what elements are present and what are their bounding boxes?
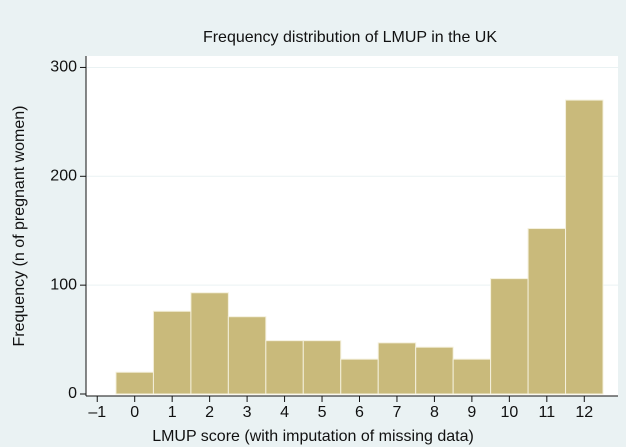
x-tick-label: 7	[393, 404, 402, 421]
y-tick-label: 200	[50, 168, 77, 185]
x-tick-label: 8	[430, 404, 439, 421]
x-tick-label: 11	[539, 404, 556, 421]
x-tick-label: 10	[500, 404, 518, 421]
bar	[340, 358, 379, 395]
x-tick-label: 4	[280, 404, 289, 421]
y-tick-label: 0	[68, 385, 77, 402]
bar	[527, 228, 567, 395]
bar	[415, 346, 454, 395]
bar	[565, 99, 604, 395]
bar	[490, 278, 529, 395]
x-tick-label: 5	[318, 404, 327, 421]
x-tick-label: 3	[243, 404, 252, 421]
x-axis-label: LMUP score (with imputation of missing d…	[152, 428, 474, 445]
y-tick-label: 300	[50, 59, 77, 76]
bar	[452, 358, 492, 395]
x-tick-label: 12	[575, 404, 593, 421]
x-tick-label: 0	[130, 404, 139, 421]
y-tick-label: 100	[50, 276, 77, 293]
x-tick-label: 2	[205, 404, 214, 421]
bar	[152, 310, 192, 395]
x-tick-label: –1	[88, 404, 106, 421]
x-tick-label: 9	[467, 404, 476, 421]
bar	[302, 340, 342, 395]
bar	[265, 340, 304, 395]
x-tick-label: 6	[355, 404, 364, 421]
bar	[377, 342, 417, 395]
y-axis-label: Frequency (n of pregnant women)	[11, 105, 28, 346]
x-tick-label: 1	[168, 404, 177, 421]
bar	[115, 371, 154, 395]
chart-title: Frequency distribution of LMUP in the UK	[203, 29, 497, 46]
bar	[190, 292, 229, 395]
bar	[227, 316, 267, 395]
